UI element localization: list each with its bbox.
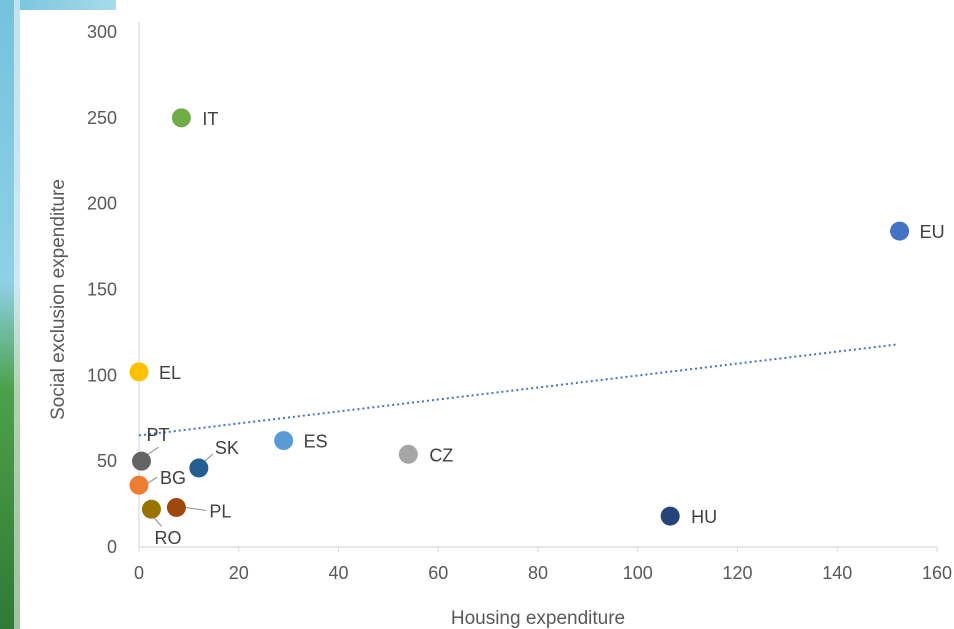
point-label-ro: RO bbox=[154, 528, 181, 548]
trendline bbox=[138, 343, 898, 437]
point-label-hu: HU bbox=[691, 507, 717, 527]
point-leader-sk bbox=[203, 453, 214, 463]
y-tick-label: 250 bbox=[87, 108, 117, 128]
x-tick-label: 120 bbox=[722, 563, 752, 583]
point-sk bbox=[189, 458, 209, 478]
x-tick-label: 100 bbox=[623, 563, 653, 583]
x-tick-label: 40 bbox=[328, 563, 348, 583]
point-label-bg: BG bbox=[160, 468, 186, 488]
point-pt bbox=[131, 451, 151, 471]
point-label-sk: SK bbox=[215, 438, 239, 458]
chart-panel: 0 50 100 150 200 250 300 0 20 40 60 80 100 120 140 160 … bbox=[20, 10, 954, 629]
x-tick-label: 20 bbox=[229, 563, 249, 583]
point-ro bbox=[141, 499, 161, 519]
point-leader-bg bbox=[147, 476, 158, 484]
y-tick-label: 0 bbox=[107, 537, 117, 557]
point-label-es: ES bbox=[304, 432, 328, 452]
point-leader-pt bbox=[146, 446, 159, 456]
point-label-pt: PT bbox=[146, 425, 169, 445]
x-tick-label: 160 bbox=[922, 563, 952, 583]
y-tick-label: 50 bbox=[97, 451, 117, 471]
x-axis-title: Housing expenditure bbox=[451, 608, 625, 629]
point-label-pl: PL bbox=[209, 502, 231, 522]
point-hu bbox=[660, 506, 680, 526]
point-label-eu: EU bbox=[920, 222, 945, 242]
trendline-group bbox=[138, 343, 898, 437]
point-el bbox=[129, 362, 149, 382]
background-sky-strip bbox=[20, 0, 116, 10]
point-bg bbox=[129, 475, 149, 495]
y-tick-label: 150 bbox=[87, 280, 117, 300]
point-label-cz: CZ bbox=[429, 445, 453, 465]
x-tick-label: 0 bbox=[134, 563, 144, 583]
y-axis-title: Social exclusion expenditure bbox=[48, 179, 69, 420]
point-es bbox=[274, 431, 294, 451]
point-label-it: IT bbox=[202, 109, 218, 129]
background-landscape-strip bbox=[0, 0, 20, 629]
x-tick-label: 140 bbox=[822, 563, 852, 583]
y-tick-label: 200 bbox=[87, 194, 117, 214]
point-it bbox=[171, 108, 191, 128]
point-pl bbox=[166, 498, 186, 518]
points-group: IT EU EL ES CZ PT SK BG PL RO HU bbox=[129, 108, 945, 548]
point-leader-pl bbox=[185, 507, 207, 512]
axes: 0 50 100 150 200 250 300 0 20 40 60 80 100 120 140 160 bbox=[87, 22, 952, 583]
point-label-el: EL bbox=[159, 363, 181, 383]
y-tick-label: 100 bbox=[87, 365, 117, 385]
point-cz bbox=[398, 444, 418, 464]
x-tick-label: 80 bbox=[528, 563, 548, 583]
y-tick-label: 300 bbox=[87, 22, 117, 42]
point-leader-ro bbox=[154, 517, 162, 527]
point-eu bbox=[890, 221, 910, 241]
x-tick-label: 60 bbox=[428, 563, 448, 583]
